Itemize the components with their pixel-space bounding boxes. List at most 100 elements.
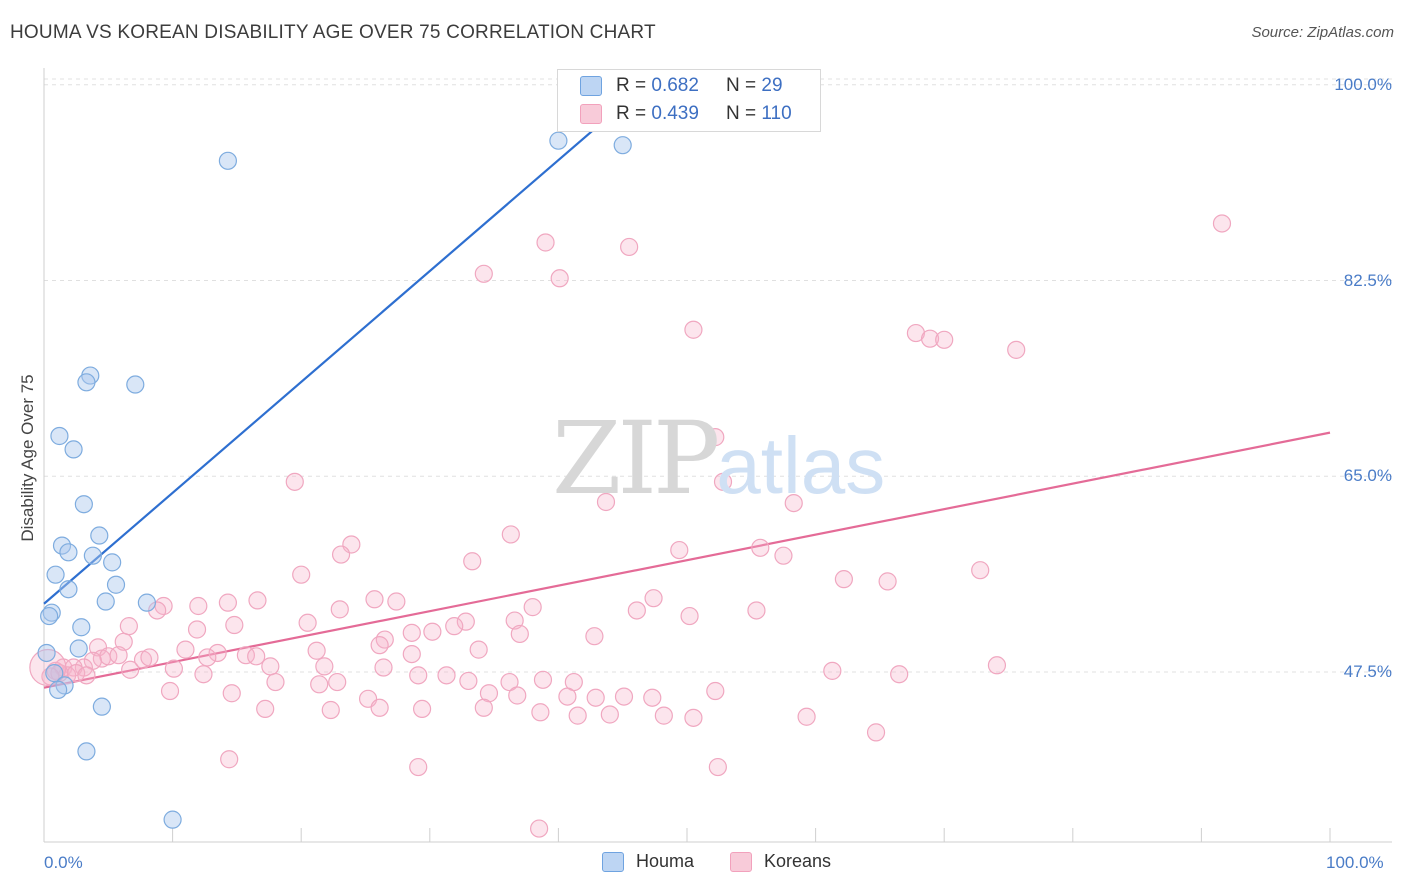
houma-point [126,375,145,394]
trend-lines [43,78,1331,689]
korean-point [971,561,990,580]
stats-legend: R = 0.682 N = 29 R = 0.439 N = 110 [557,69,821,132]
korean-point [508,686,527,705]
korean-point [140,648,159,667]
korean-point [596,492,616,512]
houma-point [37,643,56,663]
korean-point [784,493,803,513]
korean-point [536,233,555,252]
watermark: ZIPatlas [552,400,885,517]
grid-lines [44,78,1392,673]
houma-point [218,151,237,170]
korean-point [654,706,673,725]
houma-point [613,136,632,155]
korean-point [987,656,1007,675]
korean-point [121,660,140,679]
korean-point [292,565,311,584]
houma-point [49,680,68,699]
korean-point [409,757,428,777]
houma-points [37,131,632,829]
korean-point [643,688,662,707]
korean-point [644,589,663,608]
y-tick-label: 65.0% [1343,466,1392,486]
korean-point [505,611,524,630]
korean-point [445,617,464,636]
korean-point [558,687,577,706]
korean-point [890,665,909,684]
korean-point [586,688,605,707]
korean-point [266,672,285,692]
houma-point [59,580,78,599]
korean-point [77,666,96,685]
korean-point [1212,214,1232,233]
legend-label-houma: Houma [636,851,695,871]
houma-point [83,546,102,565]
korean-point [670,540,689,560]
korean-point [164,659,183,678]
korean-point [220,750,239,769]
korean-point [189,596,208,616]
houma-point [92,697,111,716]
legend-n-value-koreans: 110 [761,103,792,124]
korean-point [331,545,351,564]
x-tick-label-min: 0.0% [44,853,83,872]
houma-point [137,593,156,612]
houma-point [163,810,182,829]
korean-point [533,670,553,689]
korean-point [823,661,842,680]
korean-point [568,706,587,725]
korean-point [328,672,347,692]
korean-point [600,705,619,724]
watermark-zip: ZIP [552,400,720,517]
korean-point [550,269,569,288]
korean-point [614,687,634,706]
korean-point [684,320,703,339]
korean-point [774,546,793,565]
korean-point [88,638,108,657]
korean-point [501,525,520,544]
legend-label-koreans: Koreans [764,851,832,871]
x-tick-label-max: 100.0% [1326,853,1384,872]
korean-point [187,620,207,639]
houma-point [74,495,93,514]
korean-point [684,708,703,727]
houma-point [549,131,568,150]
legend-r-label: R = [616,103,652,124]
korean-point [315,657,334,676]
korean-point [620,237,639,257]
korean-point [261,657,280,676]
korean-point [627,601,646,620]
korean-point [387,592,406,611]
korean-point [585,627,604,646]
koreans-swatch [580,104,602,124]
houma-point [46,565,65,584]
korean-point [321,700,340,720]
korean-point [680,606,699,626]
korean-point [409,666,428,685]
houma-point [52,536,72,555]
korean-point [310,675,329,694]
koreans-points [29,214,1232,838]
korean-point [225,615,244,635]
korean-point [248,591,267,610]
korean-point [530,819,549,838]
houma-point [64,440,83,459]
axes [43,68,1392,843]
korean-point [375,630,394,649]
legend-n-value-houma: 29 [761,75,783,96]
legend-item-koreans[interactable]: Koreans [730,851,831,872]
korean-point [160,681,180,701]
koreans-trend-line [43,431,1331,689]
korean-point [423,622,442,641]
legend-n-label: N = [726,75,762,96]
houma-point [40,606,59,626]
houma-point [59,543,78,562]
korean-point [469,640,488,659]
korean-point [370,636,389,655]
korean-point [222,684,241,703]
korean-point [474,264,493,283]
legend-r-value-houma: 0.682 [651,75,699,96]
legend-item-houma[interactable]: Houma [602,851,694,872]
koreans-legend-swatch [730,851,752,872]
